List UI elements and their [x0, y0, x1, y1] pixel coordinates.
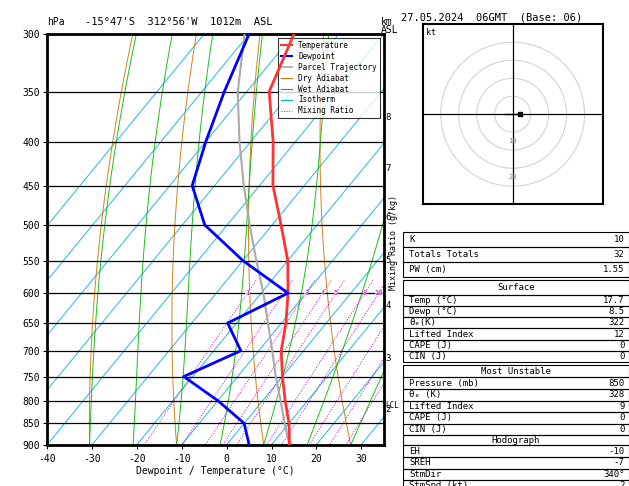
Bar [403, 351, 629, 362]
Text: 5: 5 [385, 256, 391, 265]
Text: 0: 0 [619, 414, 625, 422]
Text: 1: 1 [245, 290, 250, 296]
Text: kt: kt [426, 28, 437, 37]
Text: -7: -7 [614, 458, 625, 467]
Text: 2: 2 [282, 290, 286, 296]
Bar [403, 424, 629, 435]
Text: ASL: ASL [381, 25, 398, 35]
Text: 2: 2 [385, 405, 391, 415]
Bar [403, 340, 629, 351]
Text: Hodograph: Hodograph [492, 436, 540, 445]
Bar [403, 389, 629, 400]
Text: 4: 4 [321, 290, 325, 296]
Bar [403, 378, 629, 389]
Text: StmSpd (kt): StmSpd (kt) [409, 481, 469, 486]
Text: Mixing Ratio (g/kg): Mixing Ratio (g/kg) [389, 195, 398, 291]
Text: CAPE (J): CAPE (J) [409, 414, 452, 422]
Text: 10: 10 [374, 290, 383, 296]
Text: 12: 12 [614, 330, 625, 339]
Bar [403, 469, 629, 480]
Text: StmDir: StmDir [409, 470, 442, 479]
Text: 32: 32 [614, 250, 625, 260]
Text: Totals Totals: Totals Totals [409, 250, 479, 260]
Text: -10: -10 [608, 447, 625, 456]
Bar [403, 480, 629, 486]
Bar [403, 280, 629, 295]
Text: 3: 3 [385, 354, 391, 363]
Text: LCL: LCL [385, 401, 399, 410]
Text: 20: 20 [508, 174, 517, 180]
Text: 0: 0 [619, 341, 625, 350]
X-axis label: Dewpoint / Temperature (°C): Dewpoint / Temperature (°C) [136, 467, 295, 476]
Text: 340°: 340° [603, 470, 625, 479]
Text: SREH: SREH [409, 458, 431, 467]
Bar [403, 400, 629, 412]
Bar [403, 412, 629, 424]
Text: Most Unstable: Most Unstable [481, 366, 551, 376]
Text: 850: 850 [608, 379, 625, 388]
Bar [403, 457, 629, 469]
Text: 8: 8 [362, 290, 367, 296]
Text: -15°47'S  312°56'W  1012m  ASL: -15°47'S 312°56'W 1012m ASL [85, 17, 272, 27]
Text: Pressure (mb): Pressure (mb) [409, 379, 479, 388]
Text: θₑ (K): θₑ (K) [409, 390, 442, 399]
Text: 17.7: 17.7 [603, 296, 625, 305]
Bar [403, 445, 629, 457]
Text: 4: 4 [385, 301, 391, 310]
Bar [403, 295, 629, 306]
Text: CAPE (J): CAPE (J) [409, 341, 452, 350]
Text: Lifted Index: Lifted Index [409, 402, 474, 411]
Text: 5: 5 [334, 290, 338, 296]
Text: θₑ(K): θₑ(K) [409, 318, 437, 328]
Bar [403, 329, 629, 340]
Text: CIN (J): CIN (J) [409, 352, 447, 361]
Text: 328: 328 [608, 390, 625, 399]
Text: 3: 3 [304, 290, 308, 296]
Text: EH: EH [409, 447, 420, 456]
Bar [403, 232, 629, 247]
Text: Temp (°C): Temp (°C) [409, 296, 458, 305]
Legend: Temperature, Dewpoint, Parcel Trajectory, Dry Adiabat, Wet Adiabat, Isotherm, Mi: Temperature, Dewpoint, Parcel Trajectory… [277, 38, 380, 119]
Bar [403, 317, 629, 329]
Text: CIN (J): CIN (J) [409, 425, 447, 434]
Text: 8: 8 [385, 113, 391, 122]
Bar [403, 435, 629, 445]
Text: 0: 0 [619, 425, 625, 434]
Text: 322: 322 [608, 318, 625, 328]
Text: 10: 10 [508, 138, 517, 144]
Text: 9: 9 [619, 402, 625, 411]
Bar [403, 365, 629, 378]
Text: 8.5: 8.5 [608, 307, 625, 316]
Text: 2: 2 [619, 481, 625, 486]
Text: 10: 10 [614, 235, 625, 244]
Text: Dewp (°C): Dewp (°C) [409, 307, 458, 316]
Bar [403, 262, 629, 278]
Text: 6: 6 [385, 213, 391, 222]
Text: K: K [409, 235, 415, 244]
Text: 0: 0 [619, 352, 625, 361]
Text: Lifted Index: Lifted Index [409, 330, 474, 339]
Text: Surface: Surface [497, 283, 535, 292]
Bar [403, 247, 629, 262]
Text: km: km [381, 17, 392, 27]
Text: hPa: hPa [47, 17, 65, 27]
Text: PW (cm): PW (cm) [409, 265, 447, 275]
Text: 1.55: 1.55 [603, 265, 625, 275]
Text: 27.05.2024  06GMT  (Base: 06): 27.05.2024 06GMT (Base: 06) [401, 12, 582, 22]
Bar [403, 306, 629, 317]
Text: 7: 7 [385, 164, 391, 173]
